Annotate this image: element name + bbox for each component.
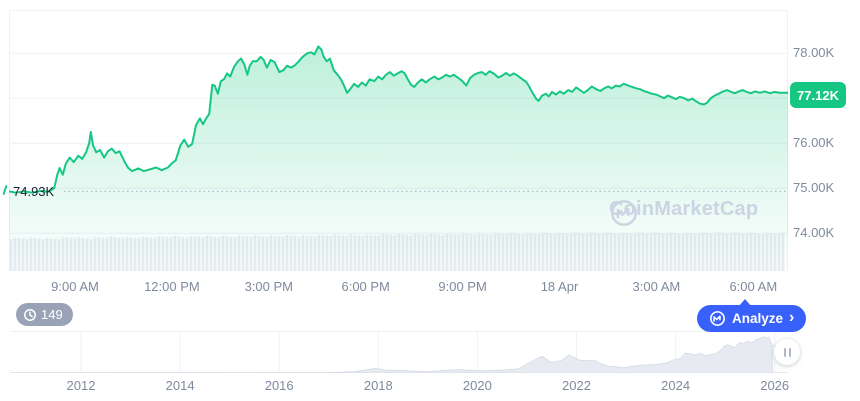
clock-icon (24, 308, 36, 321)
price-tick-label: 76.00K (793, 135, 835, 151)
coinmarketcap-logo-icon (611, 200, 637, 226)
price-tick-label: 78.00K (793, 45, 835, 61)
year-tick-label: 2022 (562, 378, 591, 393)
analyze-label: Analyze (732, 311, 784, 326)
current-price-badge: 77.12K (790, 82, 846, 108)
watermark-text: CoinMarketCap (609, 198, 759, 220)
time-tick-label: 6:00 PM (341, 279, 390, 294)
year-tick-label: 2012 (66, 378, 96, 393)
year-tick-label: 2016 (264, 378, 294, 393)
year-tick-label: 2020 (462, 378, 492, 393)
time-tick-label: 9:00 AM (51, 279, 99, 294)
year-tick-label: 2018 (363, 378, 393, 393)
open-price-label: 74.93K (13, 184, 55, 199)
cmc-logo-icon (710, 311, 725, 326)
price-tick-label: 75.00K (793, 180, 835, 196)
series-start-tick (2, 184, 8, 196)
timeline-range-selector[interactable] (10, 331, 788, 373)
analyze-button[interactable]: Analyze › (697, 299, 807, 332)
drag-bar-icon (783, 347, 786, 357)
range-handle[interactable] (774, 339, 800, 365)
history-count: 149 (41, 307, 63, 322)
year-tick-label: 2024 (661, 378, 691, 393)
time-tick-label: 9:00 PM (438, 279, 487, 294)
price-tick-label: 74.00K (793, 225, 835, 241)
history-count-badge[interactable]: 149 (9, 303, 73, 326)
year-tick-label: 2014 (165, 378, 195, 393)
time-tick-label: 18 Apr (540, 279, 579, 294)
time-tick-label: 6:00 AM (729, 279, 778, 294)
year-tick-label: 2026 (760, 378, 790, 393)
watermark: CoinMarketCap (609, 198, 759, 226)
main-price-chart[interactable]: 74.93K CoinMarketCap (2, 10, 788, 271)
timeline-canvas (10, 331, 788, 373)
chevron-right-icon: › (789, 308, 795, 326)
price-chart-canvas (9, 10, 788, 271)
time-tick-label: 3:00 AM (632, 279, 681, 294)
drag-bar-icon (788, 347, 791, 357)
time-tick-label: 3:00 PM (244, 279, 294, 294)
time-tick-label: 12:00 PM (144, 279, 200, 294)
